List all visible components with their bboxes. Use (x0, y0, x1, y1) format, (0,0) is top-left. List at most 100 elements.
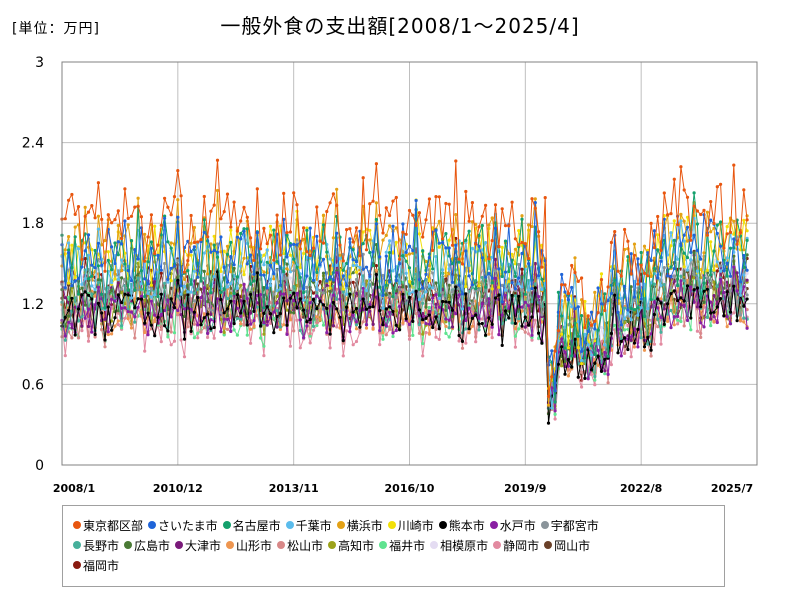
series-point (490, 216, 494, 220)
series-point (546, 394, 551, 398)
series-point (497, 267, 501, 271)
series-point (695, 209, 700, 213)
series-point (302, 237, 306, 241)
series-point (199, 296, 203, 300)
series-point (484, 203, 488, 207)
series-point (361, 320, 365, 324)
series-point (278, 224, 282, 228)
series-point (374, 201, 378, 205)
series-point (282, 277, 286, 281)
series-point (682, 265, 686, 269)
series-point (143, 294, 147, 298)
series-point (447, 202, 451, 206)
series-point (517, 243, 521, 247)
series-point (93, 266, 97, 270)
series-point (335, 287, 339, 291)
series-point (113, 299, 117, 303)
series-point (86, 339, 91, 343)
y-tick-label: 1.8 (22, 216, 44, 232)
series-point (715, 269, 719, 273)
series-point (580, 276, 584, 280)
series-point (235, 235, 239, 239)
series-point (149, 287, 153, 291)
series-point (702, 208, 706, 212)
series-point (659, 315, 663, 319)
series-point (146, 291, 150, 295)
series-point (255, 293, 259, 298)
series-point (685, 215, 690, 219)
series-point (90, 274, 94, 278)
series-point (421, 286, 425, 290)
series-point (159, 233, 163, 237)
series-point (490, 276, 494, 280)
legend-label: 高知市 (338, 538, 375, 553)
series-point (371, 264, 375, 268)
series-point (308, 334, 312, 338)
series-point (484, 324, 488, 328)
series-point (467, 274, 471, 278)
series-point (285, 233, 289, 237)
series-point (563, 359, 567, 363)
series-point (530, 224, 534, 229)
series-point (606, 285, 610, 289)
series-point (632, 299, 637, 303)
series-point (566, 357, 571, 362)
series-point (454, 243, 458, 247)
series-point (262, 320, 266, 325)
series-point (335, 271, 339, 275)
series-point (715, 297, 719, 301)
series-point (437, 293, 441, 297)
series-point (398, 304, 402, 309)
series-point (302, 315, 306, 319)
series-point (513, 321, 518, 325)
series-point (407, 280, 412, 284)
series-point (199, 279, 203, 283)
series-point (676, 284, 680, 288)
series-point (338, 282, 342, 286)
series-point (705, 276, 710, 281)
series-point (249, 311, 253, 315)
series-point (672, 274, 676, 278)
series-point (652, 229, 657, 233)
series-point (434, 327, 438, 331)
series-point (146, 333, 150, 337)
series-point (321, 271, 326, 275)
series-point (126, 268, 130, 273)
series-point (139, 297, 143, 301)
series-point (259, 247, 263, 251)
series-point (272, 228, 276, 232)
series-point (186, 239, 190, 243)
series-point (649, 354, 653, 358)
series-point (282, 217, 286, 221)
series-point (447, 283, 451, 287)
series-point (705, 233, 710, 237)
series-point (90, 284, 94, 288)
series-point (685, 284, 690, 288)
series-point (229, 282, 233, 286)
series-point (245, 296, 249, 301)
series-point (328, 316, 332, 320)
series-point (632, 242, 637, 246)
series-point (106, 250, 110, 254)
series-point (444, 317, 448, 321)
series-point (341, 354, 345, 358)
series-point (738, 231, 743, 235)
series-point (576, 346, 580, 350)
series-point (364, 307, 369, 311)
series-point (378, 343, 382, 347)
series-point (474, 340, 478, 344)
series-point (196, 275, 200, 279)
series-point (457, 333, 461, 338)
series-point (550, 406, 554, 410)
series-point (308, 317, 312, 322)
series-point (692, 204, 696, 208)
legend-label: 名古屋市 (232, 518, 281, 533)
series-point (580, 362, 584, 366)
series-point (626, 308, 630, 312)
series-point (520, 214, 524, 218)
series-point (285, 262, 289, 266)
series-point (649, 258, 653, 262)
series-point (63, 338, 67, 342)
series-point (80, 257, 84, 261)
series-point (315, 315, 319, 319)
